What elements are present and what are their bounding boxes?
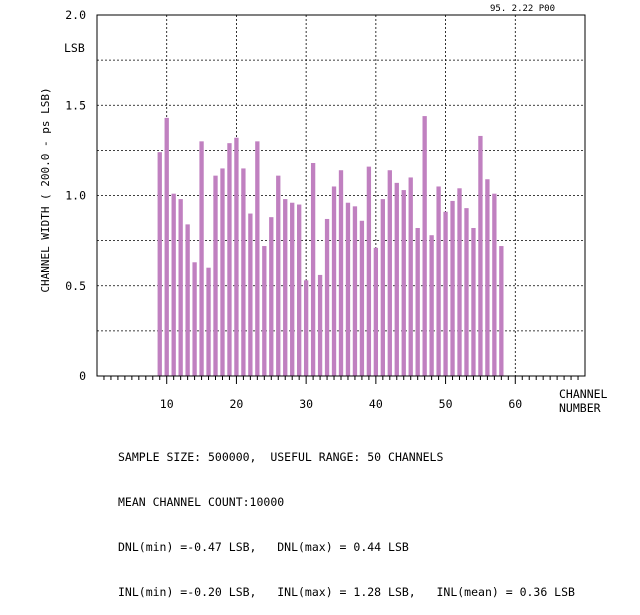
y-tick-label: 0 (79, 369, 86, 383)
x-tick-label: 10 (160, 397, 174, 411)
bar-channel-24 (262, 246, 267, 376)
bar-channel-57 (492, 193, 497, 376)
tick-labels: 10 20 30 40 50 60 0 0.5 1.0 1.5 2.0 (65, 8, 522, 411)
bar-channel-9 (157, 152, 162, 376)
bar-channel-37 (352, 206, 358, 376)
bar-channel-15 (199, 141, 204, 376)
x-tick-label: 30 (299, 397, 313, 411)
footer-dnl: DNL(min) =-0.47 LSB, DNL(max) = 0.44 LSB (118, 540, 409, 554)
bar-channel-33 (324, 218, 330, 376)
footer-mean-count: MEAN CHANNEL COUNT:10000 (118, 495, 285, 509)
bar-channel-28 (290, 202, 295, 376)
y-unit-label: LSB (64, 41, 85, 55)
bar-channel-12 (178, 199, 183, 376)
footer-inl: INL(min) =-0.20 LSB, INL(max) = 1.28 LSB… (118, 585, 575, 599)
bars (157, 116, 504, 376)
y-tick-label: 2.0 (65, 8, 86, 22)
bar-channel-35 (338, 170, 344, 376)
bar-channel-41 (380, 199, 385, 376)
bar-channel-51 (450, 200, 455, 376)
bar-channel-44 (401, 190, 406, 376)
bar-channel-10 (164, 117, 169, 376)
bar-channel-14 (192, 262, 197, 376)
bar-channel-58 (499, 246, 504, 376)
bar-channel-31 (310, 163, 316, 376)
x-tick-label: 20 (229, 397, 243, 411)
bar-channel-13 (185, 224, 190, 376)
bar-channel-34 (331, 186, 337, 376)
bar-channel-17 (213, 175, 218, 376)
bar-channel-27 (283, 199, 288, 376)
bar-channel-43 (394, 182, 399, 376)
stats-footer: SAMPLE SIZE: 500000, USEFUL RANGE: 50 CH… (118, 420, 575, 615)
ticks (103, 376, 579, 384)
bar-channel-55 (478, 135, 483, 376)
y-tick-label: 1.5 (65, 98, 86, 112)
bar-channel-11 (171, 193, 176, 376)
bar-channel-23 (255, 141, 260, 376)
bar-channel-52 (457, 188, 462, 376)
y-tick-label: 0.5 (65, 279, 86, 293)
x-axis-title-line1: CHANNEL (559, 387, 608, 401)
footer-sample-size: SAMPLE SIZE: 500000, USEFUL RANGE: 50 CH… (118, 450, 444, 464)
bar-channel-48 (429, 235, 434, 376)
y-tick-label: 1.0 (65, 189, 86, 203)
bar-channel-29 (297, 204, 302, 376)
y-axis-title: CHANNEL WIDTH ( 200.0 - ps LSB) (39, 87, 52, 292)
bar-channel-45 (408, 177, 413, 376)
x-tick-label: 40 (369, 397, 383, 411)
bar-channel-21 (241, 168, 246, 376)
bar-channel-47 (422, 116, 427, 376)
bar-channel-39 (366, 166, 372, 376)
bar-channel-40 (373, 247, 379, 376)
bar-channel-54 (471, 227, 476, 376)
bar-channel-46 (415, 227, 420, 376)
bar-channel-22 (248, 213, 253, 376)
channel-width-chart: 10 20 30 40 50 60 0 0.5 1.0 1.5 2.0 95. 2.22 P00 L… (39, 4, 608, 415)
bar-channel-56 (485, 179, 490, 376)
bar-channel-30 (303, 280, 309, 376)
header-stamp: 95. 2.22 P00 (490, 4, 555, 14)
bar-channel-38 (359, 220, 365, 376)
bar-channel-32 (317, 274, 323, 376)
bar-channel-42 (387, 170, 392, 376)
bar-channel-25 (269, 217, 274, 376)
x-axis-title-line2: NUMBER (559, 401, 601, 415)
bar-channel-20 (234, 137, 239, 376)
bar-channel-19 (227, 143, 232, 376)
bar-channel-26 (276, 175, 281, 376)
bar-channel-50 (443, 211, 448, 376)
bar-channel-36 (345, 202, 351, 376)
bar-channel-53 (464, 208, 469, 376)
x-tick-label: 50 (439, 397, 453, 411)
x-tick-label: 60 (508, 397, 522, 411)
bar-channel-16 (206, 267, 211, 376)
bar-channel-49 (436, 186, 441, 376)
bar-channel-18 (220, 168, 225, 376)
